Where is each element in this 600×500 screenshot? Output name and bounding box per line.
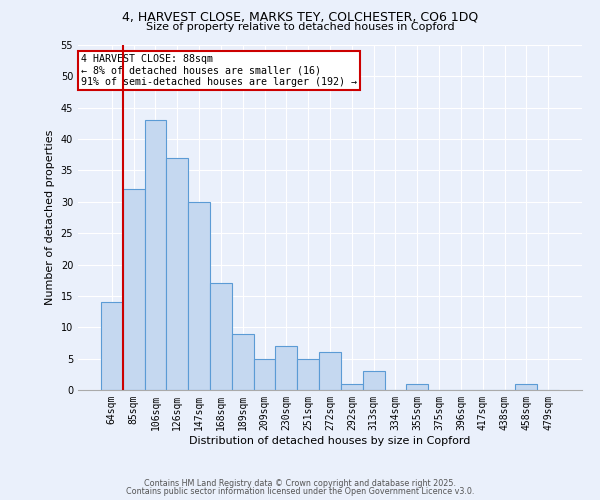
Bar: [232, 334, 254, 390]
Text: Size of property relative to detached houses in Copford: Size of property relative to detached ho…: [146, 22, 454, 32]
Bar: [101, 302, 123, 390]
Bar: [406, 384, 428, 390]
Text: Contains public sector information licensed under the Open Government Licence v3: Contains public sector information licen…: [126, 487, 474, 496]
Bar: [275, 346, 297, 390]
Bar: [341, 384, 363, 390]
Bar: [297, 358, 319, 390]
Bar: [166, 158, 188, 390]
Bar: [145, 120, 166, 390]
Bar: [123, 190, 145, 390]
Bar: [319, 352, 341, 390]
Text: 4 HARVEST CLOSE: 88sqm
← 8% of detached houses are smaller (16)
91% of semi-deta: 4 HARVEST CLOSE: 88sqm ← 8% of detached …: [80, 54, 356, 87]
Bar: [254, 358, 275, 390]
Bar: [188, 202, 210, 390]
Bar: [210, 284, 232, 390]
Y-axis label: Number of detached properties: Number of detached properties: [45, 130, 55, 305]
Bar: [515, 384, 537, 390]
Bar: [363, 371, 385, 390]
Text: Contains HM Land Registry data © Crown copyright and database right 2025.: Contains HM Land Registry data © Crown c…: [144, 478, 456, 488]
Text: 4, HARVEST CLOSE, MARKS TEY, COLCHESTER, CO6 1DQ: 4, HARVEST CLOSE, MARKS TEY, COLCHESTER,…: [122, 10, 478, 23]
X-axis label: Distribution of detached houses by size in Copford: Distribution of detached houses by size …: [190, 436, 470, 446]
